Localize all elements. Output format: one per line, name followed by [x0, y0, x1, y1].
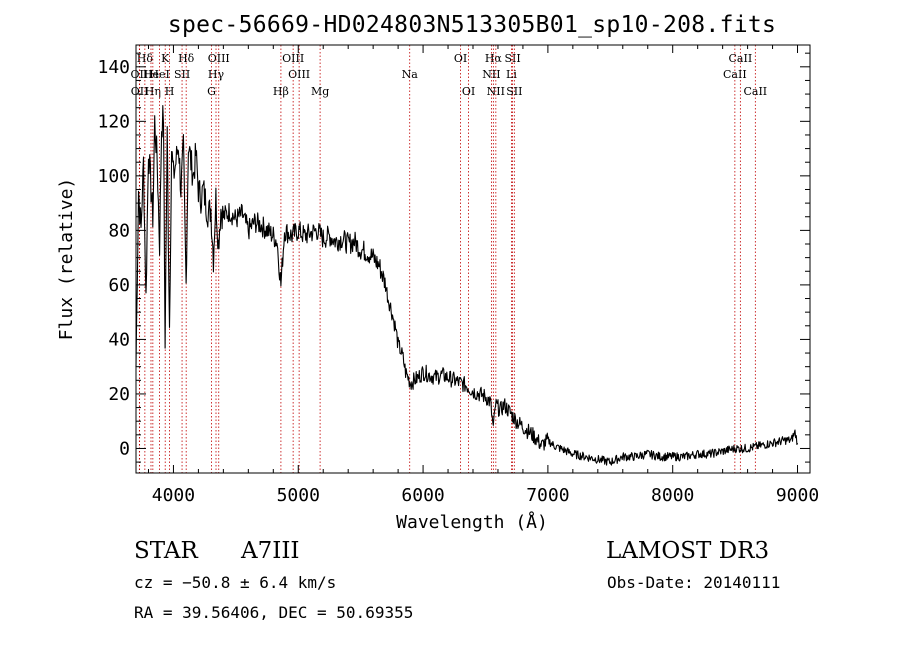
spectral-line-label: K — [161, 52, 170, 65]
spectral-line-label: CaII — [723, 68, 747, 81]
x-tick-label: 9000 — [776, 485, 819, 506]
object-class: STAR — [134, 538, 198, 564]
obs-date: Obs-Date: 20140111 — [607, 573, 781, 592]
spectral-line-label: NII — [482, 68, 500, 81]
y-tick-label: 40 — [108, 329, 130, 350]
redshift-text: cz = −50.8 ± 6.4 km/s — [134, 573, 337, 592]
y-tick-label: 0 — [119, 438, 130, 459]
y-tick-label: 80 — [108, 220, 130, 241]
spectral-line-label: OI — [462, 85, 475, 98]
spectral-line-label: Na — [402, 68, 419, 81]
y-tick-label: 140 — [97, 57, 130, 78]
survey-name: LAMOST DR3 — [606, 538, 770, 564]
x-tick-label: 5000 — [277, 485, 320, 506]
subclass: A7III — [241, 538, 300, 564]
spectral-line-label: Hδ — [137, 52, 154, 65]
coordinates: RA = 39.56406, DEC = 50.69355 — [134, 603, 414, 622]
spectral-line-label: Hγ — [208, 68, 225, 81]
x-tick-label: 6000 — [401, 485, 444, 506]
y-tick-label: 100 — [97, 166, 130, 187]
y-tick-label: 120 — [97, 111, 130, 132]
spectral-line-label: OIII — [282, 52, 304, 65]
spectral-line-label: SII — [506, 85, 522, 98]
chart-title: spec-56669-HD024803N513305B01_sp10-208.f… — [168, 12, 776, 38]
spectral-line-label: OIII — [208, 52, 230, 65]
spectral-line-label: Li — [506, 68, 517, 81]
plot-frame — [135, 44, 811, 474]
spectral-line-label: G — [207, 85, 216, 98]
x-tick-label: 8000 — [651, 485, 694, 506]
x-tick-label: 4000 — [152, 485, 195, 506]
spectral-line-label: Hα — [485, 52, 503, 65]
spectral-line-label: Hβ — [273, 85, 289, 98]
spectral-line-label: OII — [131, 85, 149, 98]
spectral-line-label: H — [165, 85, 175, 98]
spectral-line-label: He — [143, 68, 159, 81]
spectral-line-label: OIII — [288, 68, 310, 81]
spectrum-series-line — [135, 105, 799, 466]
x-axis-label: Wavelength (Å) — [396, 511, 548, 533]
spectral-line-label: Hη — [145, 85, 161, 98]
spectral-line-label: OI — [454, 52, 467, 65]
x-tick-label: 7000 — [526, 485, 569, 506]
spectral-line-label: CaII — [729, 52, 753, 65]
y-axis-label: Flux (relative) — [56, 178, 77, 341]
spectral-line-label: SII — [174, 68, 190, 81]
y-tick-label: 60 — [108, 275, 130, 296]
spectral-line-label: HeI — [149, 68, 169, 81]
spectral-line-label: CaII — [743, 85, 767, 98]
spectral-line-label: NII — [487, 85, 505, 98]
spectral-line-label: SII — [504, 52, 520, 65]
spectral-line-label: Mg — [311, 85, 329, 98]
y-tick-label: 20 — [108, 384, 130, 405]
spectral-line-label: Hδ — [178, 52, 195, 65]
